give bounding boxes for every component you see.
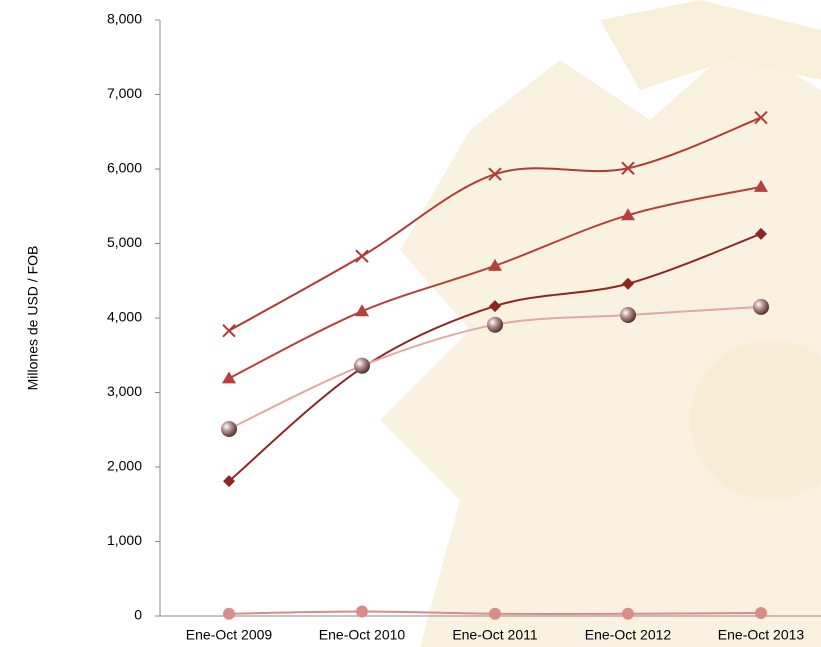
- marker: [223, 475, 235, 488]
- marker: [621, 161, 635, 175]
- marker: [222, 323, 236, 338]
- series-line: [228, 232, 762, 482]
- marker: [355, 249, 369, 263]
- marker: [753, 298, 769, 315]
- marker: [356, 605, 368, 618]
- x-tick-label: Ene-Oct 2009: [186, 627, 273, 643]
- marker: [355, 304, 369, 317]
- y-tick-label: 2,000: [107, 458, 142, 474]
- marker: [488, 167, 502, 181]
- y-tick-label: 8,000: [107, 11, 142, 27]
- marker: [755, 607, 767, 620]
- marker: [754, 110, 768, 125]
- marker: [622, 607, 634, 620]
- background-decoration: [380, 0, 821, 647]
- marker: [622, 277, 634, 290]
- y-tick-label: 6,000: [107, 160, 142, 176]
- y-tick-label: 0: [134, 607, 142, 623]
- marker: [620, 307, 636, 324]
- x-tick-label: Ene-Oct 2012: [585, 627, 672, 643]
- marker: [222, 371, 236, 384]
- y-tick-label: 5,000: [107, 234, 142, 250]
- marker: [354, 357, 370, 374]
- y-tick-label: 3,000: [107, 383, 142, 399]
- marker: [221, 421, 237, 438]
- y-tick-label: 1,000: [107, 532, 142, 548]
- marker: [754, 179, 768, 192]
- y-tick-label: 7,000: [107, 85, 142, 101]
- x-tick-label: Ene-Oct 2011: [452, 627, 538, 643]
- marker: [489, 607, 501, 620]
- y-axis-label: Millones de USD / FOB: [25, 246, 41, 391]
- marker: [755, 227, 767, 240]
- x-tick-label: Ene-Oct 2013: [718, 627, 805, 643]
- marker: [621, 208, 635, 221]
- marker: [223, 607, 235, 620]
- x-tick-label: Ene-Oct 2010: [319, 627, 406, 643]
- marker: [489, 300, 501, 313]
- marker: [488, 258, 502, 271]
- y-tick-label: 4,000: [107, 309, 142, 325]
- marker: [487, 316, 503, 333]
